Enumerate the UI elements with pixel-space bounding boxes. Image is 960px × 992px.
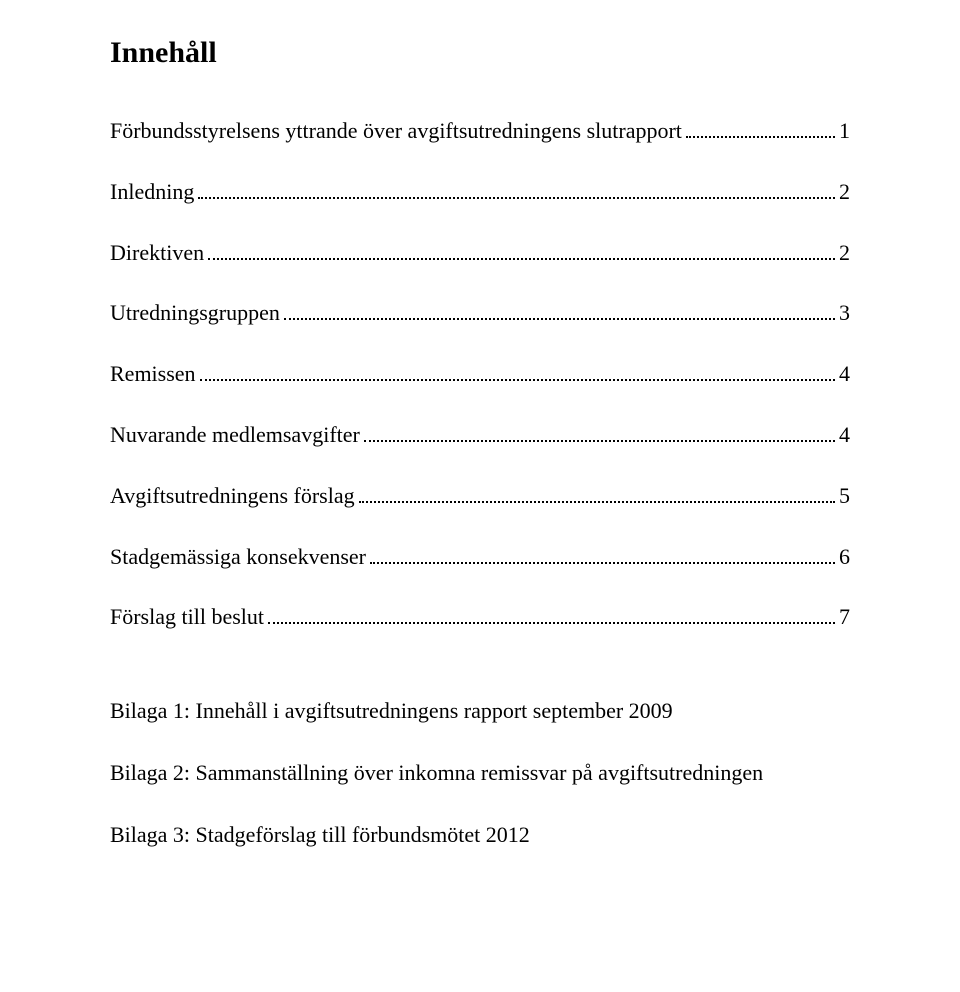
toc-leader-dots (198, 197, 835, 199)
toc-leader-dots (284, 318, 835, 320)
toc-label: Förslag till beslut (110, 602, 264, 633)
toc-label: Direktiven (110, 238, 204, 269)
toc-row: Stadgemässiga konsekvenser 6 (110, 542, 850, 573)
toc-leader-dots (686, 136, 835, 138)
toc-page-number: 2 (839, 238, 850, 269)
toc-row: Direktiven 2 (110, 238, 850, 269)
toc-row: Utredningsgruppen 3 (110, 298, 850, 329)
toc-leader-dots (359, 501, 835, 503)
appendix-item: Bilaga 3: Stadgeförslag till förbundsmöt… (110, 819, 850, 851)
toc-row: Inledning 2 (110, 177, 850, 208)
page-title: Innehåll (110, 36, 850, 70)
toc-label: Remissen (110, 359, 196, 390)
toc-label: Förbundsstyrelsens yttrande över avgifts… (110, 116, 682, 147)
toc-page-number: 3 (839, 298, 850, 329)
toc-label: Stadgemässiga konsekvenser (110, 542, 366, 573)
toc-page-number: 6 (839, 542, 850, 573)
toc-label: Utredningsgruppen (110, 298, 280, 329)
toc-row: Nuvarande medlemsavgifter 4 (110, 420, 850, 451)
table-of-contents: Förbundsstyrelsens yttrande över avgifts… (110, 116, 850, 633)
toc-page-number: 5 (839, 481, 850, 512)
toc-label: Avgiftsutredningens förslag (110, 481, 355, 512)
toc-page-number: 2 (839, 177, 850, 208)
appendix-item: Bilaga 2: Sammanställning över inkomna r… (110, 757, 850, 789)
toc-leader-dots (364, 440, 835, 442)
toc-page-number: 1 (839, 116, 850, 147)
toc-label: Inledning (110, 177, 194, 208)
toc-row: Remissen 4 (110, 359, 850, 390)
toc-page-number: 4 (839, 420, 850, 451)
toc-leader-dots (370, 562, 835, 564)
toc-leader-dots (208, 258, 835, 260)
toc-row: Avgiftsutredningens förslag 5 (110, 481, 850, 512)
toc-page-number: 7 (839, 602, 850, 633)
appendix-list: Bilaga 1: Innehåll i avgiftsutredningens… (110, 695, 850, 851)
toc-leader-dots (268, 622, 835, 624)
toc-row: Förbundsstyrelsens yttrande över avgifts… (110, 116, 850, 147)
appendix-item: Bilaga 1: Innehåll i avgiftsutredningens… (110, 695, 850, 727)
toc-leader-dots (200, 379, 835, 381)
toc-label: Nuvarande medlemsavgifter (110, 420, 360, 451)
toc-page-number: 4 (839, 359, 850, 390)
toc-row: Förslag till beslut 7 (110, 602, 850, 633)
